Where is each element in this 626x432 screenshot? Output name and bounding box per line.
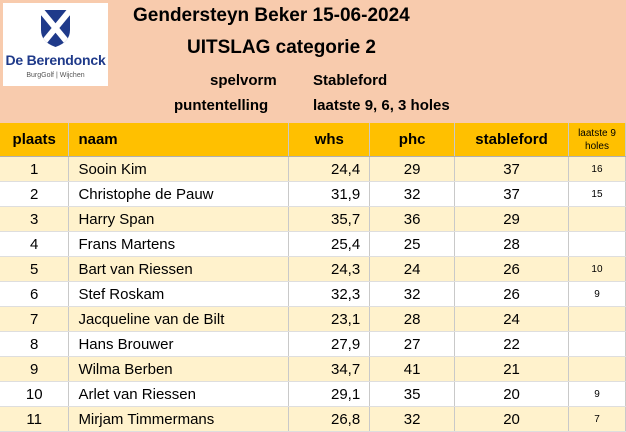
cell-naam: Christophe de Pauw <box>68 181 290 207</box>
col-header-plaats: plaats <box>0 123 70 157</box>
cell-phc: 32 <box>369 406 456 432</box>
table-row: 7 Jacqueline van de Bilt 23,1 28 24 <box>0 306 626 332</box>
cell-stableford: 37 <box>454 156 569 182</box>
cell-whs: 31,9 <box>288 181 371 207</box>
puntentelling-value: laatste 9, 6, 3 holes <box>313 97 450 114</box>
table-row: 11 Mirjam Timmermans 26,8 32 20 7 <box>0 406 626 432</box>
cell-whs: 35,7 <box>288 206 371 232</box>
col-header-laatste-9-holes: laatste 9 holes <box>567 123 626 157</box>
spelvorm-value: Stableford <box>313 72 388 89</box>
cell-whs: 27,9 <box>288 331 371 357</box>
cell-plaats: 5 <box>0 256 70 282</box>
cell-laatste-9-holes: 16 <box>567 156 626 182</box>
cell-stableford: 37 <box>454 181 569 207</box>
table-row: 1 Sooin Kim 24,4 29 37 16 <box>0 156 626 182</box>
cell-laatste-9-holes: 15 <box>567 181 626 207</box>
cell-plaats: 6 <box>0 281 70 307</box>
cell-phc: 29 <box>369 156 456 182</box>
cell-laatste-9-holes <box>567 206 626 232</box>
cell-plaats: 4 <box>0 231 70 257</box>
cell-whs: 34,7 <box>288 356 371 382</box>
cell-laatste-9-holes: 7 <box>567 406 626 432</box>
cell-stableford: 26 <box>454 256 569 282</box>
page-title: Gendersteyn Beker 15-06-2024 <box>133 5 410 26</box>
page-subtitle: UITSLAG categorie 2 <box>187 37 376 58</box>
cell-laatste-9-holes: 9 <box>567 281 626 307</box>
table-row: 10 Arlet van Riessen 29,1 35 20 9 <box>0 381 626 407</box>
cell-plaats: 9 <box>0 356 70 382</box>
saltire-shield-icon <box>41 10 70 47</box>
cell-laatste-9-holes <box>567 306 626 332</box>
cell-laatste-9-holes: 10 <box>567 256 626 282</box>
cell-phc: 35 <box>369 381 456 407</box>
cell-stableford: 21 <box>454 356 569 382</box>
logo-name: De Berendonck <box>5 52 106 68</box>
cell-whs: 29,1 <box>288 381 371 407</box>
cell-plaats: 1 <box>0 156 70 182</box>
col-header-whs: whs <box>288 123 371 157</box>
cell-laatste-9-holes <box>567 231 626 257</box>
cell-naam: Sooin Kim <box>68 156 290 182</box>
cell-naam: Jacqueline van de Bilt <box>68 306 290 332</box>
cell-whs: 26,8 <box>288 406 371 432</box>
col-header-stableford: stableford <box>454 123 569 157</box>
cell-naam: Harry Span <box>68 206 290 232</box>
cell-naam: Hans Brouwer <box>68 331 290 357</box>
cell-plaats: 10 <box>0 381 70 407</box>
cell-stableford: 22 <box>454 331 569 357</box>
cell-stableford: 20 <box>454 381 569 407</box>
table-row: 6 Stef Roskam 32,3 32 26 9 <box>0 281 626 307</box>
cell-naam: Mirjam Timmermans <box>68 406 290 432</box>
cell-whs: 25,4 <box>288 231 371 257</box>
cell-laatste-9-holes: 9 <box>567 381 626 407</box>
club-logo: De Berendonck BurgGolf | Wijchen <box>3 3 108 86</box>
cell-stableford: 24 <box>454 306 569 332</box>
cell-naam: Wilma Berben <box>68 356 290 382</box>
table-row: 8 Hans Brouwer 27,9 27 22 <box>0 331 626 357</box>
table-header-row: plaats naam whs phc stableford laatste 9… <box>0 123 626 157</box>
cell-whs: 32,3 <box>288 281 371 307</box>
cell-whs: 24,4 <box>288 156 371 182</box>
table-row: 4 Frans Martens 25,4 25 28 <box>0 231 626 257</box>
cell-naam: Stef Roskam <box>68 281 290 307</box>
table-row: 2 Christophe de Pauw 31,9 32 37 15 <box>0 181 626 207</box>
cell-plaats: 11 <box>0 406 70 432</box>
cell-plaats: 2 <box>0 181 70 207</box>
puntentelling-label: puntentelling <box>174 97 269 114</box>
cell-plaats: 8 <box>0 331 70 357</box>
cell-whs: 24,3 <box>288 256 371 282</box>
table-row: 3 Harry Span 35,7 36 29 <box>0 206 626 232</box>
cell-phc: 36 <box>369 206 456 232</box>
cell-phc: 32 <box>369 181 456 207</box>
cell-plaats: 7 <box>0 306 70 332</box>
cell-whs: 23,1 <box>288 306 371 332</box>
table-row: 9 Wilma Berben 34,7 41 21 <box>0 356 626 382</box>
spelvorm-label: spelvorm <box>210 72 277 89</box>
cell-naam: Bart van Riessen <box>68 256 290 282</box>
table-row: 5 Bart van Riessen 24,3 24 26 10 <box>0 256 626 282</box>
col-header-phc: phc <box>369 123 456 157</box>
cell-phc: 28 <box>369 306 456 332</box>
cell-phc: 27 <box>369 331 456 357</box>
cell-phc: 24 <box>369 256 456 282</box>
cell-phc: 41 <box>369 356 456 382</box>
cell-naam: Frans Martens <box>68 231 290 257</box>
cell-stableford: 28 <box>454 231 569 257</box>
results-table: plaats naam whs phc stableford laatste 9… <box>0 123 626 432</box>
cell-stableford: 20 <box>454 406 569 432</box>
logo-subtitle: BurgGolf | Wijchen <box>26 72 85 79</box>
cell-stableford: 29 <box>454 206 569 232</box>
cell-laatste-9-holes <box>567 331 626 357</box>
header-band: De Berendonck BurgGolf | Wijchen Genders… <box>0 0 626 123</box>
cell-laatste-9-holes <box>567 356 626 382</box>
cell-plaats: 3 <box>0 206 70 232</box>
cell-stableford: 26 <box>454 281 569 307</box>
cell-naam: Arlet van Riessen <box>68 381 290 407</box>
col-header-naam: naam <box>68 123 290 157</box>
cell-phc: 25 <box>369 231 456 257</box>
cell-phc: 32 <box>369 281 456 307</box>
